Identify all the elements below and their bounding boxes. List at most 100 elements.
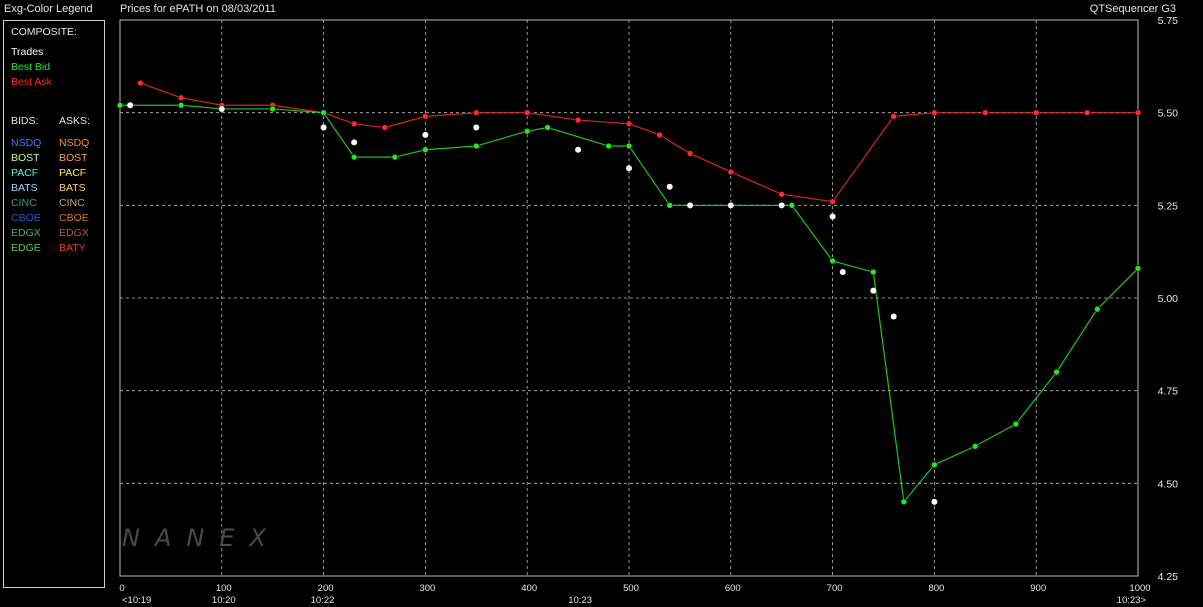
best-bid-point [422,146,429,154]
best-bid-point [177,101,185,109]
legend-bid-cboe: CBOE [11,212,41,224]
best-bid-point [1053,368,1060,376]
best-bid-point [900,498,908,506]
time-label: 10:23 [568,595,592,606]
legend-bid-bats: BATS [11,182,38,194]
best-bid-point [829,257,836,265]
trades-point [218,105,225,112]
legend-ask-cinc: CINC [59,197,85,209]
best-ask-point [890,113,897,120]
time-label: 10:23> [1117,595,1147,606]
best-bid-point [625,142,633,150]
x-tick-label: 100 [216,583,232,594]
best-bid-point [391,153,399,161]
legend-bid-edgx: EDGX [11,227,41,239]
best-ask-point [656,131,663,139]
best-bid-point [1093,305,1101,313]
best-bid-point [1012,420,1020,428]
time-label: <10:19 [122,595,151,606]
trades-point [839,269,846,276]
trades-point [351,139,358,146]
legend-ask-baty: BATY [59,242,86,254]
legend-bid-edge: EDGE [11,242,41,254]
legend-bid-cinc: CINC [11,197,37,209]
best-ask-point [422,113,429,120]
best-ask-point [727,168,735,176]
legend-trades: Trades [11,46,44,58]
y-tick-label: 5.00 [1158,293,1179,305]
best-bid-point [666,202,674,209]
trades-point [829,213,836,220]
trades-point [320,124,327,131]
legend-ask-cboe: CBOE [59,212,89,224]
x-tick-label: 500 [623,583,639,594]
legend-bid-bost: BOST [11,152,40,164]
best-ask-point [829,198,836,205]
best-ask-point [1134,109,1142,116]
y-tick-label: 4.50 [1158,478,1179,490]
best-ask-point [137,79,144,87]
best-ask-point [686,150,694,157]
x-tick-label: 700 [827,583,843,594]
best-bid-point [1134,265,1142,272]
legend-best-bid: Best Bid [11,61,51,73]
best-ask-point [931,109,938,116]
best-bid-point [320,109,327,116]
trades-point [666,183,673,190]
y-tick-label: 5.25 [1158,200,1179,212]
trades-point [870,287,877,294]
asks-label: ASKS: [59,115,90,127]
trades-point [473,124,480,131]
best-ask-point [625,120,633,128]
composite-label: COMPOSITE: [11,26,77,38]
best-bid-point [350,153,358,161]
best-bid-point [269,105,276,113]
x-tick-label: 0 [119,583,124,594]
y-tick-label: 4.75 [1158,386,1179,398]
time-label: 10:20 [212,595,236,606]
legend-ask-bats: BATS [59,182,86,194]
trades-point [575,146,582,153]
legend-ask-edgx: EDGX [59,227,89,239]
app-name: QTSequencer G3 [1089,3,1176,15]
title-bar: Exg-Color Legend Prices for ePATH on 08/… [0,0,1203,18]
nanex-watermark: NANEX [122,524,281,552]
exchange-color-legend: COMPOSITE: Trades Best Bid Best Ask BIDS… [3,20,105,588]
trades-point [127,102,134,109]
legend-best-ask: Best Ask [11,76,52,88]
trades-point [931,498,938,505]
best-ask-point [981,109,989,116]
price-chart: 5.75 5.50 5.25 5.00 4.75 4.50 4.25 0 100 200 300 40… [116,15,1178,606]
x-tick-label: 1000 [1129,583,1150,594]
best-bid-point [870,268,877,276]
legend-ask-bost: BOST [59,152,88,164]
best-ask-point [177,94,185,102]
best-ask-point [1083,109,1091,116]
trades-point [778,202,785,209]
best-bid-point [788,202,796,209]
trades-point [727,202,734,209]
trades-point [687,202,694,209]
best-bid-point [971,442,979,450]
legend-ask-nsdq: NSDQ [59,137,90,149]
best-bid-point [523,127,531,135]
trades-point [422,131,429,138]
best-bid-point [931,461,938,469]
bids-label: BIDS: [11,115,39,127]
best-bid-point [472,142,480,150]
best-bid-point [116,101,124,109]
y-tick-label: 5.50 [1158,108,1179,120]
best-ask-point [523,109,531,116]
best-ask-point [472,109,480,116]
chart-title: Prices for ePATH on 08/03/2011 [120,3,276,15]
legend-bid-pacf: PACF [11,167,39,179]
best-ask-point [778,190,786,198]
y-tick-label: 4.25 [1158,571,1179,583]
trades-point [890,313,897,320]
x-tick-label: 900 [1030,583,1046,594]
legend-bid-nsdq: NSDQ [11,137,42,149]
legend-title: Exg-Color Legend [4,3,93,15]
best-bid-point [605,142,612,150]
x-tick-label: 200 [318,583,334,594]
time-label: 10:22 [311,595,335,606]
